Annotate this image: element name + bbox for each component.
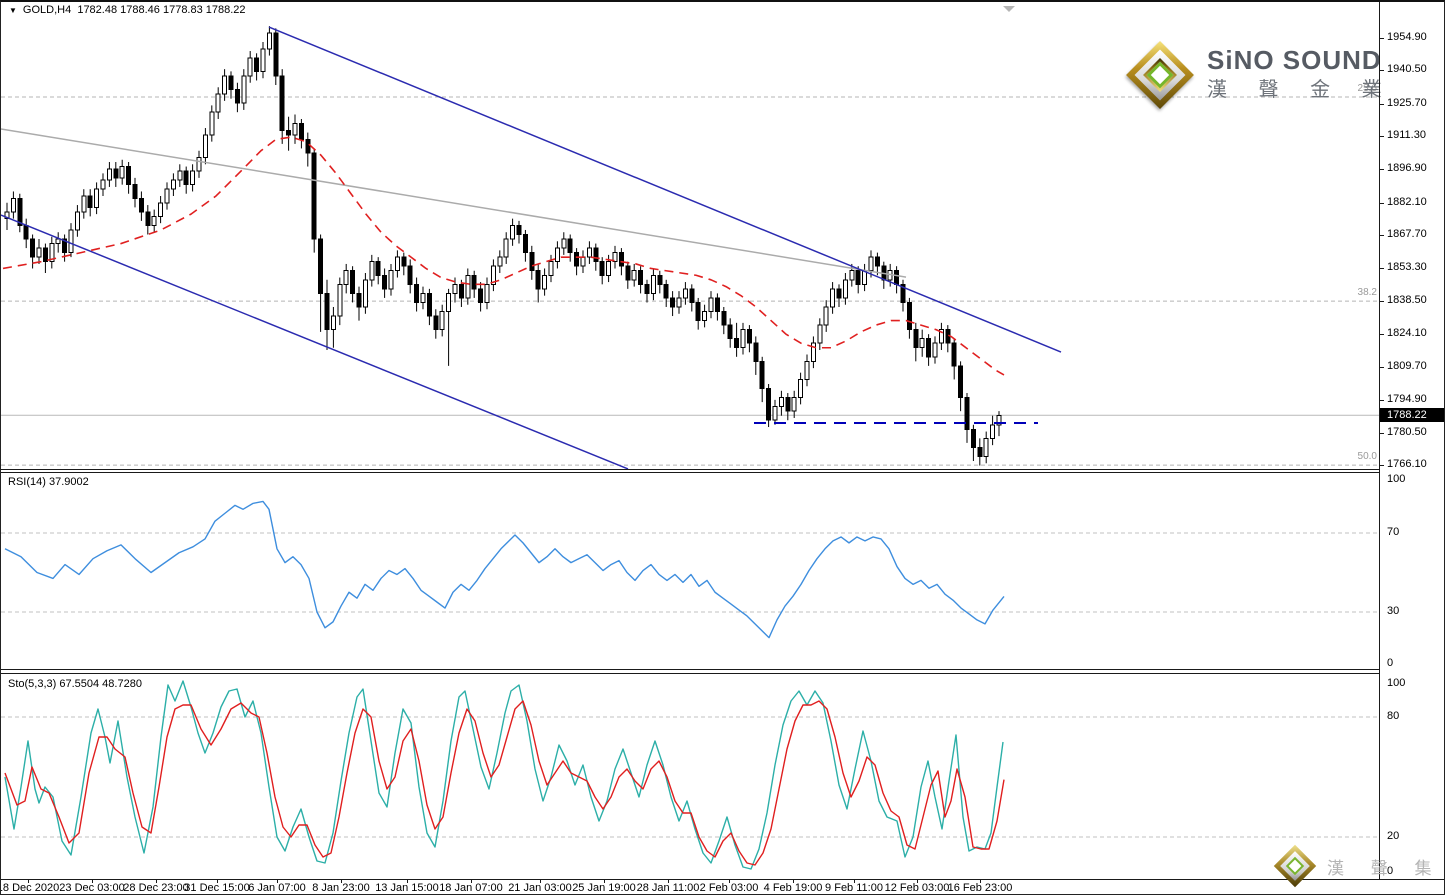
sto-scale-label: 0 <box>1387 865 1394 877</box>
time-axis-label: 2 Feb 03:00 <box>699 882 759 894</box>
price-axis-label: 1882.10 <box>1387 195 1427 208</box>
price-axis-tick <box>1379 37 1384 39</box>
time-axis-tick <box>471 879 472 883</box>
symbol-info-bar: ▼ GOLD,H4 1782.48 1788.46 1778.83 1788.2… <box>9 4 246 16</box>
time-axis-label: 6 Jan 07:00 <box>248 882 306 894</box>
sto-scale-label: 100 <box>1387 677 1406 689</box>
price-axis-label: 1954.90 <box>1387 30 1427 43</box>
sto-scale-label: 20 <box>1387 830 1400 842</box>
price-axis-tick <box>1379 301 1384 303</box>
time-axis-label: 13 Jan 15:00 <box>375 882 439 894</box>
main-chart-canvas[interactable] <box>1 2 1379 469</box>
rsi-indicator-label: RSI(14) 37.9002 <box>8 476 89 488</box>
price-axis-label: 1766.10 <box>1387 458 1427 471</box>
rsi-scale-label: 70 <box>1387 526 1400 538</box>
price-axis-label: 1853.30 <box>1387 260 1427 273</box>
logo-title: SiNO SOUND <box>1207 45 1382 75</box>
price-axis-label: 1925.70 <box>1387 96 1427 109</box>
current-price-badge: 1788.22 <box>1380 408 1444 423</box>
price-axis-label: 1780.50 <box>1387 425 1427 438</box>
price-axis-label: 1867.70 <box>1387 228 1427 241</box>
price-axis-label: 1911.30 <box>1387 129 1426 142</box>
symbol-ohlc-text: GOLD,H4 1782.48 1788.46 1778.83 1788.22 <box>22 4 246 16</box>
price-axis-tick <box>1379 400 1384 402</box>
time-axis-label: 4 Feb 19:00 <box>763 882 823 894</box>
price-axis-divider <box>1379 2 1380 879</box>
price-axis-tick <box>1379 267 1384 269</box>
rsi-panel-canvas[interactable] <box>1 473 1379 669</box>
watermark-diamond-icon <box>1273 844 1317 888</box>
panel-separator[interactable] <box>1 469 1379 470</box>
logo-subtitle: 漢 聲 金 業 <box>1207 79 1395 101</box>
rsi-scale-label: 30 <box>1387 605 1400 617</box>
price-axis-tick <box>1379 136 1384 138</box>
time-axis-tick <box>854 879 855 883</box>
time-axis-label: 21 Jan 03:00 <box>508 882 572 894</box>
time-axis-label: 12 Feb 03:00 <box>884 882 950 894</box>
time-axis-tick <box>793 879 794 883</box>
sino-sound-logo: SiNO SOUND 漢 聲 金 業 <box>1126 41 1395 109</box>
chart-shift-marker-icon[interactable] <box>1003 6 1015 12</box>
fib-level-label: 23.6 <box>1357 83 1377 94</box>
sto-panel-canvas[interactable] <box>1 674 1379 879</box>
price-axis-tick <box>1379 465 1384 467</box>
price-axis-label: 1940.50 <box>1387 63 1427 76</box>
fib-level-label: 50.0 <box>1357 451 1377 463</box>
price-axis-label: 1824.10 <box>1387 326 1427 339</box>
time-axis-tick <box>341 879 342 883</box>
price-axis-label: 1794.90 <box>1387 393 1427 406</box>
panel-separator[interactable] <box>1 472 1379 473</box>
time-axis-label: 9 Feb 11:00 <box>825 882 883 894</box>
time-axis-label: 18 Dec 2020 <box>0 882 60 894</box>
time-axis-label: 23 Dec 03:00 <box>59 882 125 894</box>
price-axis-label: 1809.70 <box>1387 359 1427 372</box>
time-axis-tick <box>980 879 981 883</box>
time-axis-tick <box>217 879 218 883</box>
price-axis-tick <box>1379 103 1384 105</box>
price-axis-tick <box>1379 202 1384 204</box>
watermark-text: 漢 聲 集 團 <box>1327 858 1444 878</box>
rsi-scale-label: 0 <box>1387 657 1394 669</box>
sto-scale-label: 80 <box>1387 710 1400 722</box>
time-axis-tick <box>604 879 605 883</box>
time-axis-label: 8 Jan 23:00 <box>312 882 370 894</box>
time-axis-tick <box>28 879 29 883</box>
time-axis-label: 31 Dec 15:00 <box>184 882 250 894</box>
time-axis-tick <box>277 879 278 883</box>
time-axis-tick <box>729 879 730 883</box>
time-axis-label: 28 Dec 23:00 <box>123 882 189 894</box>
price-axis-tick <box>1379 235 1384 237</box>
panel-separator[interactable] <box>1 669 1379 670</box>
panel-separator[interactable] <box>1 673 1379 674</box>
price-axis-tick <box>1379 70 1384 72</box>
time-axis-tick <box>156 879 157 883</box>
time-axis-divider <box>1 879 1444 880</box>
price-axis-tick <box>1379 432 1384 434</box>
rsi-scale-label: 100 <box>1387 473 1406 485</box>
hansheng-watermark: 漢 聲 集 團 <box>1273 844 1444 888</box>
time-axis-tick <box>540 879 541 883</box>
fib-level-label: 38.2 <box>1357 287 1377 299</box>
time-axis-label: 16 Feb 23:00 <box>947 882 1013 894</box>
price-axis-tick <box>1379 169 1384 171</box>
time-axis-label: 25 Jan 19:00 <box>572 882 636 894</box>
sto-indicator-label: Sto(5,3,3) 67.5504 48.7280 <box>8 678 142 690</box>
time-axis-label: 18 Jan 07:00 <box>439 882 503 894</box>
time-axis-label: 28 Jan 11:00 <box>636 882 700 894</box>
price-axis-label: 1838.50 <box>1387 294 1427 307</box>
time-axis-tick <box>407 879 408 883</box>
symbol-dropdown-icon[interactable]: ▼ <box>9 5 17 15</box>
time-axis-tick <box>917 879 918 883</box>
time-axis-tick <box>92 879 93 883</box>
price-axis-tick <box>1379 333 1384 335</box>
price-axis-label: 1896.90 <box>1387 162 1427 175</box>
sino-sound-diamond-icon <box>1126 41 1194 109</box>
time-axis-tick <box>668 879 669 883</box>
price-axis-tick <box>1379 366 1384 368</box>
